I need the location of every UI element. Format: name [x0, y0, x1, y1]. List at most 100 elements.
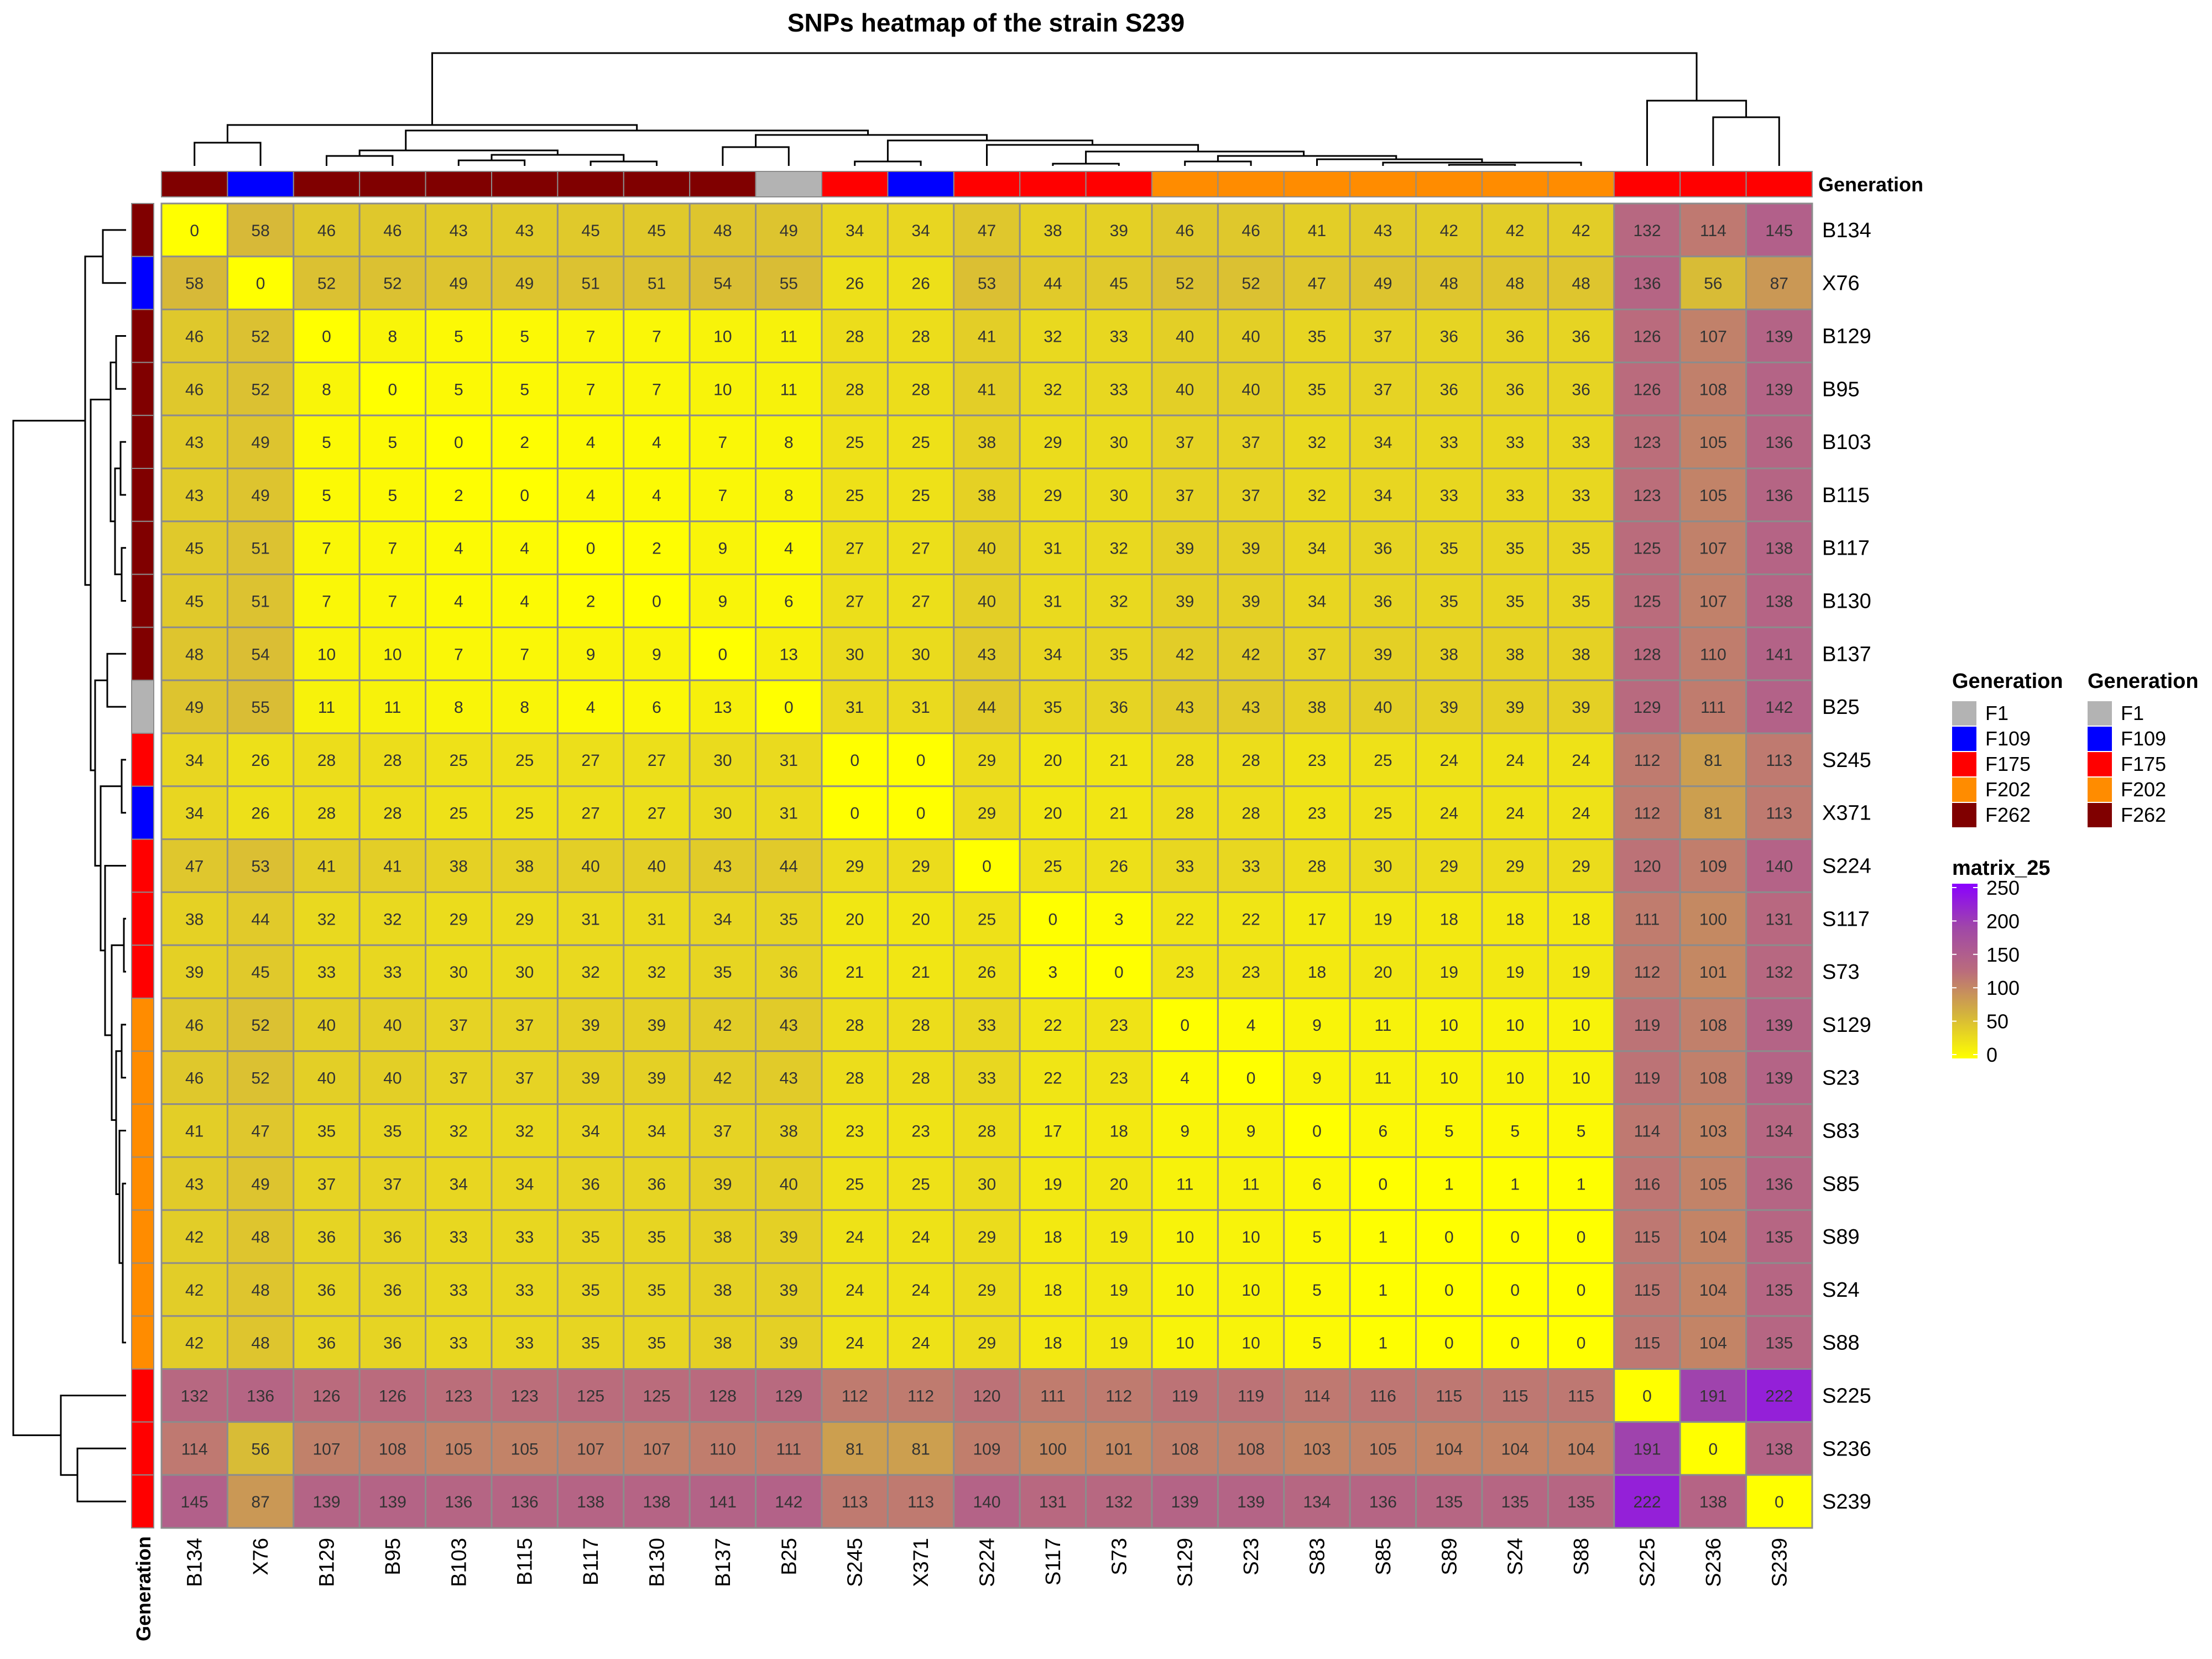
heatmap-cell [1349, 414, 1417, 469]
cell-value-label: 30 [713, 752, 732, 770]
column-annotation-cell [1283, 171, 1351, 197]
cell-value-label: 36 [1506, 380, 1524, 399]
heatmap-cell [821, 626, 889, 681]
heatmap-cell [1019, 255, 1087, 311]
column-annotation-cell [1415, 171, 1483, 197]
heatmap-cell [293, 255, 361, 311]
cell-value-label: 24 [911, 1228, 930, 1246]
heatmap-cell [1349, 1368, 1417, 1423]
heatmap-cell [1547, 997, 1615, 1052]
dendrogram-branch [119, 441, 126, 496]
heatmap-cell [358, 679, 427, 734]
cell-value-label: 45 [185, 540, 204, 558]
cell-value-label: 37 [713, 1123, 732, 1141]
cell-value-label: 23 [1308, 752, 1326, 770]
cell-value-label: 40 [317, 1016, 336, 1035]
legend-entry-label: F262 [1985, 804, 2031, 826]
cell-value-label: 25 [515, 805, 534, 823]
cell-value-label: 5 [388, 487, 398, 505]
cell-value-label: 3 [1048, 963, 1058, 982]
cell-value-label: 43 [185, 434, 204, 452]
cell-value-label: 38 [978, 434, 996, 452]
chart-title: SNPs heatmap of the strain S239 [787, 8, 1185, 37]
heatmap-cell [1481, 785, 1549, 841]
cell-value-label: 6 [784, 593, 794, 611]
cell-value-label: 116 [1634, 1175, 1661, 1193]
row-label: S73 [1822, 961, 1860, 984]
cell-value-label: 43 [450, 222, 468, 240]
cell-value-label: 35 [648, 1228, 666, 1246]
heatmap-cell [1085, 1474, 1153, 1529]
cell-value-label: 6 [652, 698, 661, 717]
cell-value-label: 100 [1039, 1440, 1067, 1458]
cell-value-label: 36 [317, 1334, 336, 1353]
cell-value-label: 24 [911, 1334, 930, 1353]
heatmap-cell [1085, 997, 1153, 1052]
cell-value-label: 52 [1241, 275, 1260, 293]
heatmap-cell [226, 838, 295, 893]
heatmap-cell [1349, 732, 1417, 787]
cell-value-label: 38 [978, 487, 996, 505]
cell-value-label: 7 [388, 540, 398, 558]
heatmap-cell [886, 1103, 955, 1158]
cell-value-label: 138 [643, 1493, 670, 1511]
heatmap-cell [160, 1262, 228, 1317]
cell-value-label: 35 [317, 1123, 336, 1141]
cell-value-label: 24 [1440, 752, 1458, 770]
heatmap-cell [755, 944, 823, 999]
cell-value-label: 41 [317, 858, 336, 876]
cell-value-label: 30 [978, 1175, 996, 1193]
cell-value-label: 10 [1241, 1334, 1260, 1353]
cell-value-label: 56 [1704, 275, 1722, 293]
cell-value-label: 32 [1044, 328, 1062, 346]
heatmap-cell [1085, 944, 1153, 999]
cell-value-label: 43 [1374, 222, 1392, 240]
cell-value-label: 40 [1176, 380, 1194, 399]
cell-value-label: 4 [652, 487, 661, 505]
dendrogram-branch [194, 142, 262, 166]
row-annotation-cell [131, 733, 154, 787]
heatmap-cell [556, 202, 625, 258]
cell-value-label: 0 [1510, 1228, 1520, 1246]
cell-value-label: 123 [511, 1387, 539, 1406]
heatmap-cell [1349, 1209, 1417, 1264]
heatmap-cell [1547, 944, 1615, 999]
row-label: B129 [1822, 325, 1871, 348]
cell-value-label: 39 [1241, 540, 1260, 558]
heatmap-cell [1745, 732, 1813, 787]
cell-value-label: 35 [1440, 593, 1458, 611]
column-label: B103 [447, 1538, 471, 1587]
cell-value-label: 36 [1374, 593, 1392, 611]
cell-value-label: 27 [846, 540, 864, 558]
cell-value-label: 33 [1506, 434, 1524, 452]
heatmap-cell [1481, 255, 1549, 311]
heatmap-cell [556, 520, 625, 576]
cell-value-label: 33 [383, 963, 401, 982]
cell-value-label: 23 [1308, 805, 1326, 823]
cell-value-label: 52 [251, 380, 269, 399]
heatmap-cell [358, 573, 427, 628]
row-label: S245 [1822, 749, 1871, 772]
heatmap-cell [293, 202, 361, 258]
cell-value-label: 43 [713, 858, 732, 876]
cell-value-label: 48 [1440, 275, 1458, 293]
legend-entry-label: F175 [1985, 753, 2031, 775]
heatmap-cell [1217, 891, 1285, 946]
cell-value-label: 27 [648, 752, 666, 770]
dendrogram-branch [226, 124, 638, 143]
cell-value-label: 9 [1246, 1123, 1256, 1141]
cell-value-label: 35 [1308, 380, 1326, 399]
heatmap-cell [1085, 1050, 1153, 1105]
cell-value-label: 4 [784, 540, 794, 558]
heatmap-cell [293, 520, 361, 576]
cell-value-label: 35 [1110, 645, 1128, 664]
cell-value-label: 105 [511, 1440, 539, 1458]
cell-value-label: 45 [185, 593, 204, 611]
cell-value-label: 0 [916, 805, 926, 823]
heatmap-cell [1547, 1421, 1615, 1476]
row-label: S236 [1822, 1437, 1871, 1460]
dendrogram-branch [431, 52, 1698, 125]
cell-value-label: 32 [1110, 593, 1128, 611]
row-label: S129 [1822, 1014, 1871, 1037]
cell-value-label: 31 [780, 752, 798, 770]
